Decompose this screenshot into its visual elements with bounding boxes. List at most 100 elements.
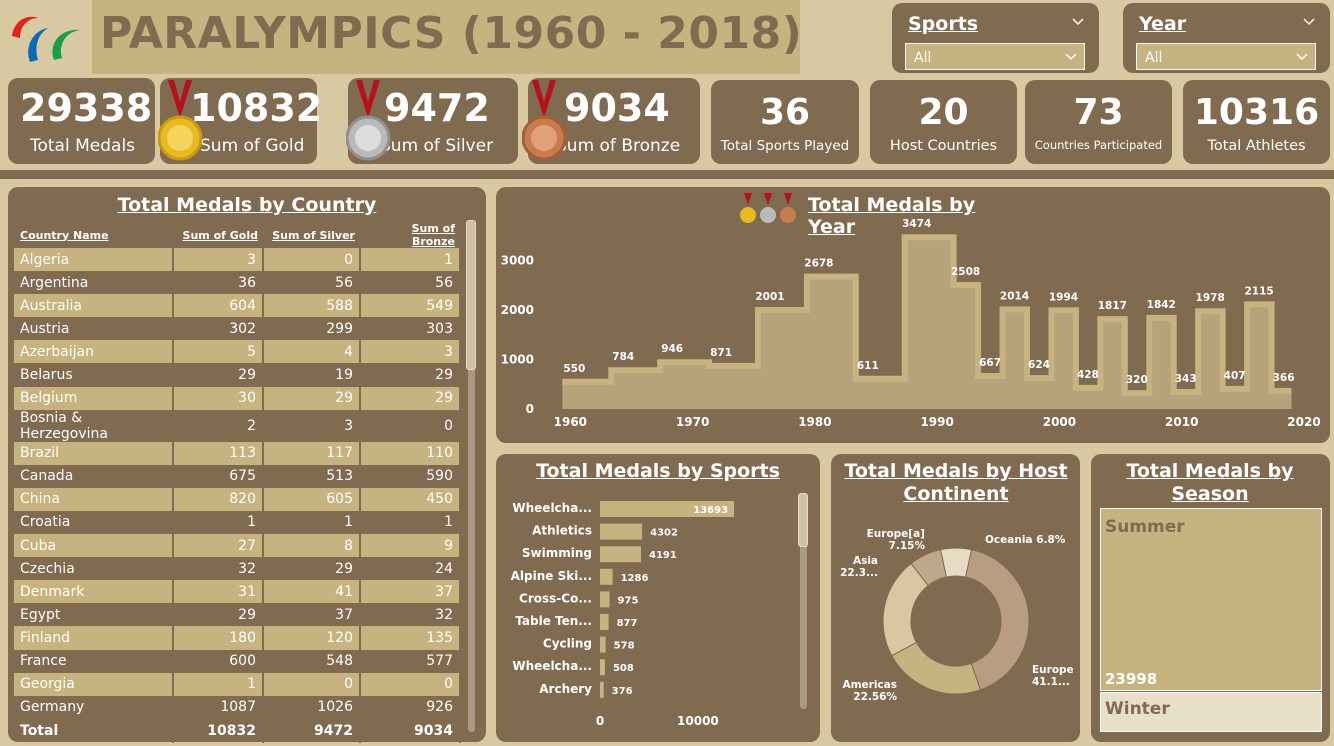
medal-count-cell: 135 xyxy=(361,626,461,650)
medal-count-cell: 0 xyxy=(264,672,361,696)
category-label: Table Ten... xyxy=(515,614,592,628)
slice-value: 7.15% xyxy=(889,540,926,552)
slice-name: Oceania xyxy=(985,534,1033,546)
table-row[interactable]: Azerbaijan 5 4 3 xyxy=(14,340,461,364)
medal-count-cell: 5 xyxy=(174,340,264,364)
medal-count-cell: 29 xyxy=(361,386,461,410)
kpi-value: 73 xyxy=(1073,92,1124,133)
medal-count-cell: 590 xyxy=(361,464,461,488)
series-line xyxy=(562,234,1292,397)
column-header[interactable]: Sum of Gold xyxy=(182,228,258,242)
bar[interactable] xyxy=(600,501,735,517)
table-row[interactable]: Denmark 31 41 37 xyxy=(14,580,461,604)
medal-count-cell: 3 xyxy=(264,409,361,442)
table-row[interactable]: Australia 604 588 549 xyxy=(14,294,461,318)
chevron-down-icon[interactable] xyxy=(1071,15,1085,29)
bar[interactable] xyxy=(600,659,605,676)
donut-slice[interactable] xyxy=(939,547,973,578)
category-label: Alpine Ski... xyxy=(511,569,592,583)
kpi-value: 29338 xyxy=(20,86,153,130)
kpi-label: Sum of Gold xyxy=(200,136,305,156)
table-row[interactable]: Argentina 36 56 56 xyxy=(14,271,461,295)
year-dropdown[interactable]: All xyxy=(1136,43,1316,70)
bar[interactable] xyxy=(600,636,606,653)
slice-value: 22.3... xyxy=(840,567,878,579)
slice-name: Asia xyxy=(853,555,878,567)
column-header[interactable]: Country Name xyxy=(20,228,109,242)
donut-slice[interactable] xyxy=(891,641,982,695)
treemap-tile-summer[interactable]: Summer 23998 xyxy=(1100,508,1322,691)
country-name-cell: Germany xyxy=(14,695,174,719)
slice-label: Europe[a] 7.15% xyxy=(867,528,926,552)
data-label: 13693 xyxy=(693,505,728,516)
sports-scrollbar[interactable] xyxy=(800,495,807,709)
medal-count-cell: 450 xyxy=(361,487,461,511)
bar[interactable] xyxy=(600,523,643,540)
table-row[interactable]: Croatia 1 1 1 xyxy=(14,510,461,535)
table-row[interactable]: Austria 302 299 303 xyxy=(14,317,461,341)
x-tick-label: 0 xyxy=(596,714,604,728)
table-scrollbar[interactable] xyxy=(468,222,475,732)
medal-count-cell: 3 xyxy=(174,248,264,272)
table-row[interactable]: Cuba 27 8 9 xyxy=(14,534,461,558)
table-row[interactable]: Germany 1087 1026 926 xyxy=(14,695,461,719)
medal-count-cell: 180 xyxy=(174,626,264,650)
medal-count-cell: 600 xyxy=(174,649,264,673)
table-row[interactable]: Egypt 29 37 32 xyxy=(14,603,461,627)
data-label: 407 xyxy=(1224,370,1246,382)
treemap-tile-winter[interactable]: Winter xyxy=(1100,692,1322,732)
table-row[interactable]: Belarus 29 19 29 xyxy=(14,363,461,387)
data-label: 366 xyxy=(1273,372,1295,384)
kpi-countries-participated: 73 Countries Participated xyxy=(1025,80,1172,164)
sports-slicer[interactable]: Sports All xyxy=(892,3,1099,73)
year-chart-title: Total Medals by Year xyxy=(808,194,976,238)
kpi-value: 10316 xyxy=(1193,92,1320,133)
data-label: 1994 xyxy=(1049,291,1078,303)
medal-count-cell: 27 xyxy=(174,534,264,558)
data-label: 428 xyxy=(1077,369,1099,381)
country-name-cell: Denmark xyxy=(14,580,174,604)
treemap-label-summer: Summer xyxy=(1105,517,1185,537)
medal-count-cell: 604 xyxy=(174,294,264,318)
table-row[interactable]: Belgium 30 29 29 xyxy=(14,386,461,410)
table-row[interactable]: China 820 605 450 xyxy=(14,487,461,511)
column-header[interactable]: Sum of Silver xyxy=(272,228,355,242)
table-scrollbar-thumb[interactable] xyxy=(466,220,476,370)
table-row[interactable]: Czechia 32 29 24 xyxy=(14,557,461,581)
table-row[interactable]: France 600 548 577 xyxy=(14,649,461,673)
sports-slicer-title: Sports xyxy=(908,13,979,35)
table-row[interactable]: Bosnia & Herzegovina 2 3 0 xyxy=(14,409,461,442)
bar[interactable] xyxy=(600,568,613,585)
table-row[interactable]: Finland 180 120 135 xyxy=(14,626,461,650)
slice-label: Oceania 6.8% xyxy=(985,534,1066,546)
data-label: 508 xyxy=(613,663,634,674)
country-table: Country Name Sum of Gold Sum of Silver S… xyxy=(14,222,461,743)
medal-count-cell: 4 xyxy=(264,340,361,364)
bar[interactable] xyxy=(600,546,642,563)
donut-slice[interactable] xyxy=(964,549,1030,691)
kpi-label: Sum of Silver xyxy=(380,136,494,156)
y-tick-label: 0 xyxy=(526,402,534,416)
data-label: 946 xyxy=(661,343,683,355)
sports-dropdown[interactable]: All xyxy=(905,43,1085,70)
slice-label: Asia 22.3... xyxy=(840,555,878,579)
page-title: PARALYMPICS (1960 - 2018) xyxy=(100,8,803,59)
data-label: 1817 xyxy=(1098,300,1127,312)
year-slicer[interactable]: Year All xyxy=(1123,3,1330,73)
x-tick-label: 2000 xyxy=(1043,415,1076,429)
data-label: 578 xyxy=(614,641,635,652)
table-row[interactable]: Algeria 3 0 1 xyxy=(14,248,461,272)
bar[interactable] xyxy=(600,614,609,630)
column-header[interactable]: Sum of Bronze xyxy=(411,222,455,248)
bar[interactable] xyxy=(600,681,604,698)
table-row[interactable]: Georgia 1 0 0 xyxy=(14,672,461,696)
bronze-medal-icon xyxy=(522,80,567,161)
chevron-down-icon[interactable] xyxy=(1302,15,1316,29)
table-row[interactable]: Brazil 113 117 110 xyxy=(14,441,461,465)
bar[interactable] xyxy=(600,591,610,608)
medal-count-cell: 32 xyxy=(174,557,264,581)
sports-scrollbar-thumb[interactable] xyxy=(798,493,808,547)
x-tick-label: 1980 xyxy=(798,415,831,429)
table-row[interactable]: Canada 675 513 590 xyxy=(14,464,461,488)
kpi-label: Total Athletes xyxy=(1207,138,1306,154)
